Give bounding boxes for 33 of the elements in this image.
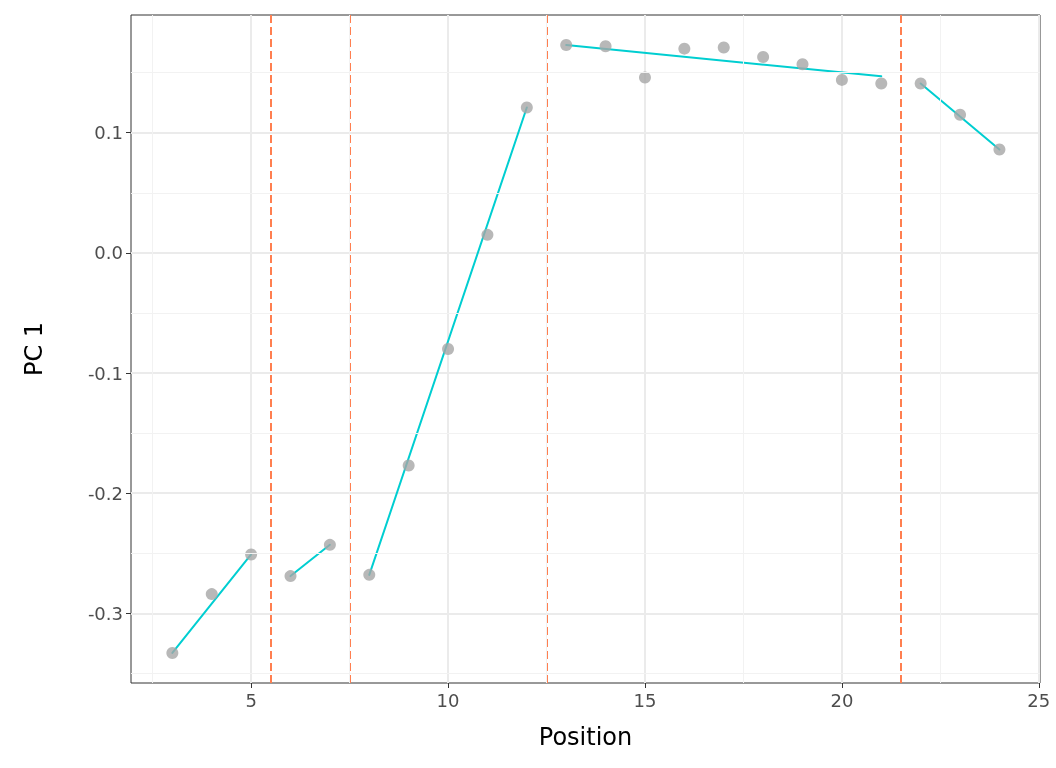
y-axis-title: PC 1 [20, 321, 48, 377]
point [796, 58, 809, 71]
x-tick-label: 15 [633, 689, 657, 711]
point [717, 41, 730, 54]
x-tick-label: 20 [830, 689, 854, 711]
point [363, 568, 376, 581]
point [835, 73, 848, 86]
x-tick-label: 10 [436, 689, 460, 711]
y-tick-label: 0.0 [94, 242, 123, 264]
point [914, 77, 927, 90]
point [757, 51, 770, 64]
point [284, 570, 297, 583]
x-tick-label: 25 [1027, 689, 1051, 711]
point [954, 108, 967, 121]
point [560, 39, 573, 52]
x-axis-title: Position [538, 723, 633, 751]
point [481, 228, 494, 241]
y-tick-label: -0.1 [87, 362, 123, 384]
point [678, 42, 691, 55]
y-tick-label: -0.2 [87, 482, 123, 504]
y-tick-label: 0.1 [94, 122, 123, 144]
point [875, 77, 888, 90]
x-tick-label: 5 [245, 689, 257, 711]
point [638, 71, 651, 84]
point [205, 588, 218, 601]
point [323, 538, 336, 551]
y-tick-label: -0.3 [87, 602, 123, 624]
point [520, 101, 533, 114]
point [166, 646, 179, 659]
point [402, 459, 415, 472]
point [993, 143, 1006, 156]
point [442, 343, 455, 355]
point [599, 40, 612, 53]
